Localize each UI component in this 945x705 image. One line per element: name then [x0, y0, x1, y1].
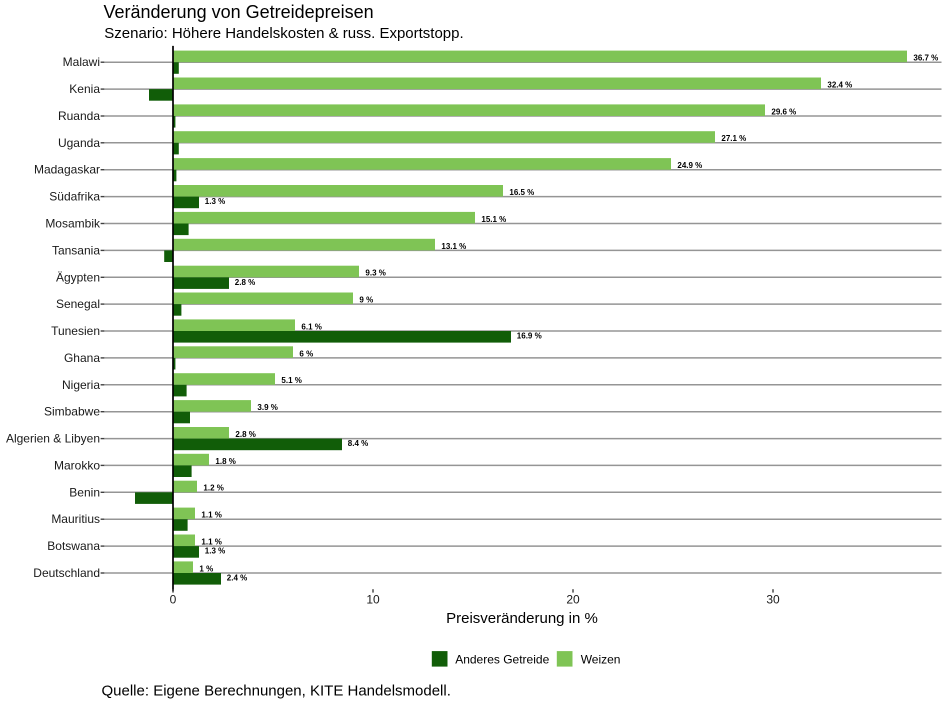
svg-text:Algerien & Libyen: Algerien & Libyen	[6, 432, 100, 446]
svg-text:Deutschland: Deutschland	[33, 566, 100, 580]
svg-text:Tansania: Tansania	[52, 243, 100, 257]
svg-text:Benin: Benin	[69, 485, 100, 499]
svg-text:Preisveränderung in %: Preisveränderung in %	[446, 610, 598, 627]
svg-text:9 %: 9 %	[359, 296, 373, 305]
svg-text:0: 0	[170, 593, 177, 607]
svg-text:6.1 %: 6.1 %	[301, 322, 321, 331]
svg-text:Madagaskar: Madagaskar	[34, 163, 100, 177]
svg-text:27.1 %: 27.1 %	[721, 134, 746, 143]
svg-text:2.8 %: 2.8 %	[235, 430, 255, 439]
svg-text:15.1 %: 15.1 %	[481, 215, 506, 224]
svg-text:Botswana: Botswana	[47, 539, 100, 553]
svg-text:Weizen: Weizen	[581, 652, 621, 666]
svg-text:29.6 %: 29.6 %	[771, 107, 796, 116]
svg-text:Tunesien: Tunesien	[51, 324, 100, 338]
svg-text:Uganda: Uganda	[58, 136, 100, 150]
svg-text:9.3 %: 9.3 %	[365, 269, 385, 278]
svg-text:Ägypten: Ägypten	[56, 270, 100, 284]
svg-text:30: 30	[766, 593, 780, 607]
svg-text:Senegal: Senegal	[56, 297, 100, 311]
svg-text:16.5 %: 16.5 %	[509, 188, 534, 197]
svg-text:Ruanda: Ruanda	[58, 109, 100, 123]
svg-text:2.4 %: 2.4 %	[227, 574, 247, 583]
svg-text:Mauritius: Mauritius	[51, 512, 100, 526]
svg-text:1 %: 1 %	[199, 564, 213, 573]
svg-text:1.1 %: 1.1 %	[201, 538, 221, 547]
svg-text:Veränderung von Getreidepreise: Veränderung von Getreidepreisen	[104, 2, 374, 22]
svg-text:8.4 %: 8.4 %	[348, 439, 368, 448]
svg-text:Szenario: Höhere Handelskosten: Szenario: Höhere Handelskosten & russ. E…	[104, 25, 463, 42]
svg-text:1.8 %: 1.8 %	[215, 457, 235, 466]
svg-text:1.1 %: 1.1 %	[201, 511, 221, 520]
svg-text:24.9 %: 24.9 %	[677, 161, 702, 170]
svg-text:Anderes Getreide: Anderes Getreide	[455, 652, 549, 666]
svg-text:Nigeria: Nigeria	[62, 378, 100, 392]
svg-text:Südafrika: Südafrika	[49, 190, 100, 204]
svg-text:Kenia: Kenia	[69, 82, 100, 96]
svg-text:10: 10	[366, 593, 380, 607]
svg-text:Simbabwe: Simbabwe	[44, 405, 100, 419]
svg-text:Marokko: Marokko	[54, 458, 100, 472]
svg-text:Malawi: Malawi	[63, 55, 100, 69]
svg-text:2.8 %: 2.8 %	[235, 278, 255, 287]
svg-text:3.9 %: 3.9 %	[257, 403, 277, 412]
svg-text:1.3 %: 1.3 %	[205, 197, 225, 206]
svg-text:5.1 %: 5.1 %	[281, 376, 301, 385]
svg-text:16.9 %: 16.9 %	[517, 332, 542, 341]
svg-text:6 %: 6 %	[299, 349, 313, 358]
svg-text:Quelle: Eigene Berechnungen, K: Quelle: Eigene Berechnungen, KITE Handel…	[102, 683, 451, 700]
svg-text:1.3 %: 1.3 %	[205, 547, 225, 556]
svg-text:Mosambik: Mosambik	[45, 217, 101, 231]
svg-text:32.4 %: 32.4 %	[827, 81, 852, 90]
svg-text:13.1 %: 13.1 %	[441, 242, 466, 251]
svg-text:1.2 %: 1.2 %	[203, 484, 223, 493]
svg-text:36.7 %: 36.7 %	[913, 54, 938, 63]
svg-text:20: 20	[566, 593, 580, 607]
svg-text:Ghana: Ghana	[64, 351, 100, 365]
